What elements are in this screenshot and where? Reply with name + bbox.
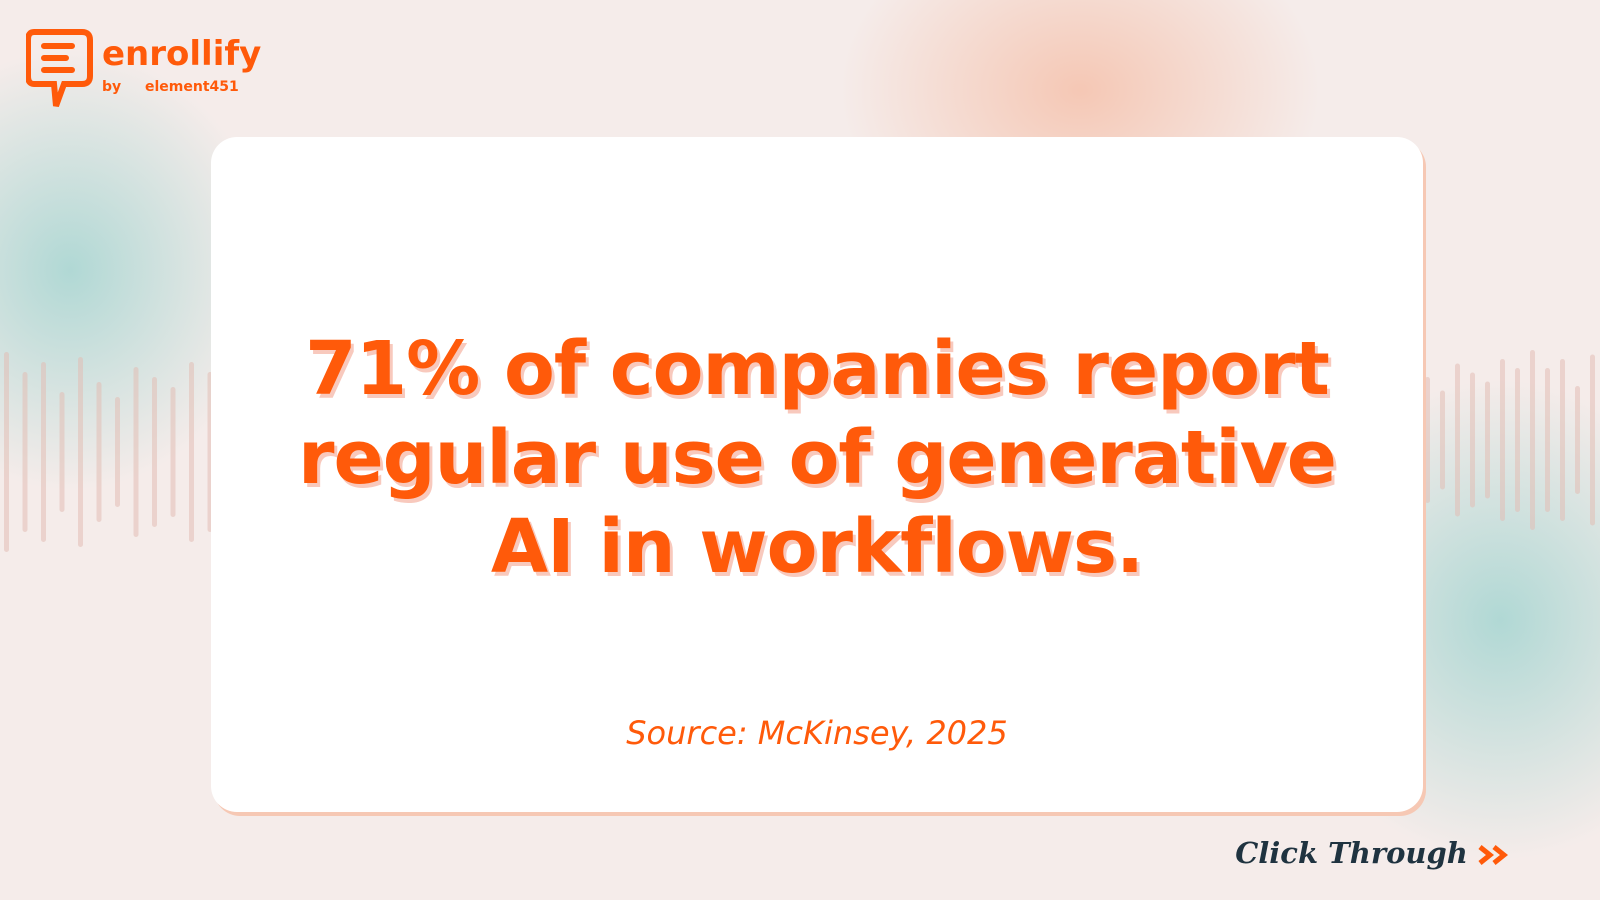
decor-bar: [1470, 372, 1475, 508]
decor-bar: [1515, 368, 1520, 512]
decor-bar: [78, 357, 83, 547]
decor-bar: [115, 397, 120, 507]
decor-bar: [152, 377, 157, 527]
cta-text[interactable]: Click Through: [1235, 836, 1468, 870]
headline: 71% of companies report regular use of g…: [211, 325, 1423, 592]
decor-bar: [189, 362, 194, 542]
decor-bar: [1425, 377, 1430, 503]
logo-partner: element451: [145, 79, 239, 95]
decor-bar: [1590, 354, 1595, 526]
headline-line: regular use of generative: [298, 415, 1337, 501]
decor-bar: [1485, 381, 1490, 499]
decor-bar: [1500, 359, 1505, 521]
decor-bar: [133, 367, 139, 537]
logo-by: by: [102, 79, 122, 95]
decor-bar: [1530, 350, 1535, 530]
decor-bar: [22, 372, 28, 532]
logo-icon: [26, 29, 93, 108]
decor-bar: [4, 352, 9, 552]
decor-bar: [41, 362, 46, 542]
decor-bar: [1440, 390, 1445, 490]
source: Source: McKinsey, 2025: [626, 714, 1008, 752]
decor-bar: [1575, 386, 1580, 494]
decor-bar: [1545, 368, 1550, 512]
decor-bar: [59, 392, 65, 512]
decor-bar: [170, 387, 176, 517]
decor-bar: [1560, 359, 1565, 521]
logo-name: enrollify: [102, 34, 262, 74]
headline-line: 71% of companies report: [305, 326, 1330, 412]
cta-arrows[interactable]: [1478, 843, 1509, 867]
headline-line: AI in workflows.: [490, 504, 1144, 590]
click-through[interactable]: Click Through: [1235, 836, 1509, 870]
decor-bar: [96, 382, 102, 522]
card: [211, 137, 1423, 812]
decor-bar: [1455, 363, 1460, 517]
